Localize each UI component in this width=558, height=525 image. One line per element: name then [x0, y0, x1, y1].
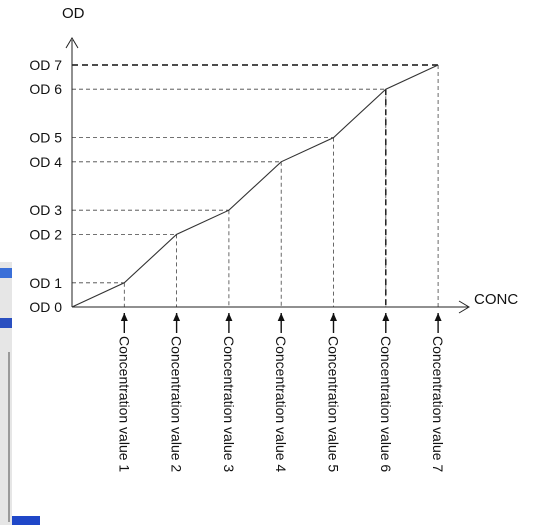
x-marker-arrow-head — [434, 313, 442, 321]
x-tick-label: Concentration value 7 — [430, 336, 446, 472]
x-marker-arrow-head — [382, 313, 390, 321]
x-marker-arrow-head — [330, 313, 337, 321]
window-edge-strip — [0, 262, 40, 525]
x-tick-label: Concentration value 4 — [273, 336, 289, 472]
y-tick-label: OD 6 — [29, 81, 62, 97]
y-tick-labels: OD 0 OD 1 OD 2 OD 3 OD 4 OD 5 OD 6 OD 7 — [29, 57, 62, 315]
x-tick-label: Concentration value 3 — [221, 336, 237, 472]
y-tick-label: OD 1 — [29, 275, 62, 291]
x-axis-arrow — [458, 300, 470, 314]
edge-block-top — [0, 268, 12, 278]
x-marker-arrow-head — [120, 313, 128, 321]
axes: OD CONC — [62, 5, 518, 314]
y-tick-label: OD 7 — [29, 57, 62, 73]
x-tick-label: Concentration value 1 — [116, 336, 132, 472]
dashed-guides — [72, 64, 439, 307]
series-line — [71, 64, 439, 308]
edge-block-bottom — [12, 516, 40, 525]
y-axis-arrow — [65, 37, 79, 49]
x-tick-label: Concentration value 5 — [326, 336, 342, 472]
x-concentration-markers: Concentration value 1 Concentration value… — [116, 313, 446, 472]
y-tick-label: OD 4 — [29, 154, 62, 170]
y-tick-label: OD 5 — [29, 130, 62, 146]
y-tick-label: OD 0 — [29, 299, 62, 315]
x-tick-label: Concentration value 6 — [378, 336, 394, 472]
x-axis-title: CONC — [474, 291, 518, 308]
x-marker-arrow-head — [277, 313, 285, 321]
edge-divider — [8, 352, 10, 522]
x-marker-arrow-head — [173, 313, 181, 321]
x-tick-label: Concentration value 2 — [169, 336, 185, 472]
y-tick-label: OD 3 — [29, 202, 62, 218]
y-axis-title: OD — [62, 5, 85, 22]
x-marker-arrow-head — [225, 313, 233, 321]
y-tick-label: OD 2 — [29, 226, 62, 242]
edge-block-middle — [0, 318, 12, 328]
